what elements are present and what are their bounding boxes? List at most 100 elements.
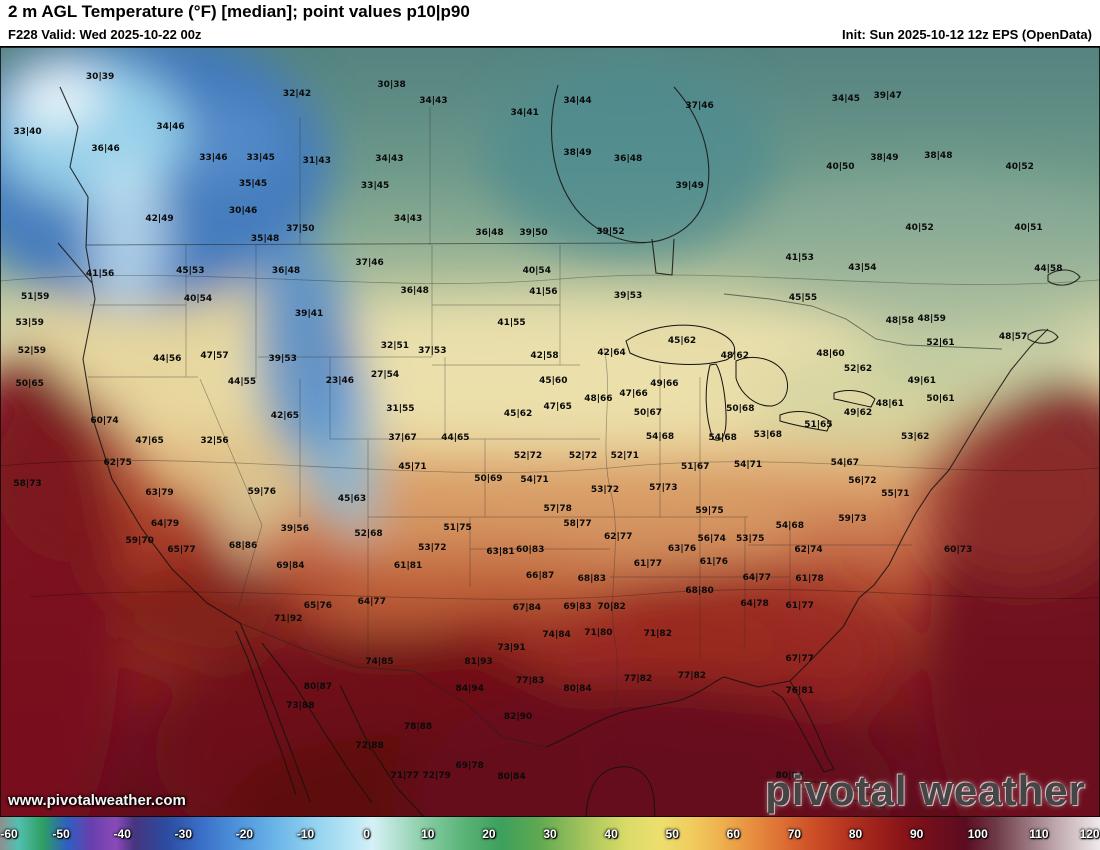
colorbar-tick-labels: -60 -50 -40 -30 -20 -10 0 10 20 30 40 50 60 70 80 90 100… <box>0 817 1100 850</box>
logo-text: pivotal weather <box>765 767 1086 814</box>
point-value: 70|82 <box>597 601 626 612</box>
point-value: 48|66 <box>584 393 613 404</box>
point-value: 27|54 <box>370 370 400 381</box>
point-value: 31|55 <box>386 403 415 414</box>
point-value: 35|48 <box>250 233 280 244</box>
point-value: 45|62 <box>667 336 697 347</box>
point-value: 37|46 <box>685 101 714 112</box>
colorbar-tick-label: -10 <box>296 826 315 841</box>
contour-lines <box>0 274 1100 600</box>
colorbar-tick-label: 10 <box>421 826 435 841</box>
point-value: 77|82 <box>623 674 653 685</box>
point-value: 42|65 <box>270 410 300 421</box>
point-value: 68|80 <box>685 585 714 596</box>
point-value: 52|59 <box>17 346 47 357</box>
great-lakes <box>625 324 876 441</box>
point-value: 31|43 <box>302 155 331 166</box>
point-value: 51|65 <box>804 420 833 431</box>
point-value: 67|84 <box>512 603 542 614</box>
point-value: 80|84 <box>563 684 592 695</box>
point-value: 72|88 <box>355 741 384 752</box>
colorbar-tick-label: 90 <box>909 826 924 841</box>
point-value: 61|77 <box>785 601 814 612</box>
point-value: 52|71 <box>610 450 639 461</box>
point-value: 34|43 <box>375 153 404 164</box>
point-value: 67|77 <box>785 654 814 665</box>
colorbar-gradient <box>0 817 1100 850</box>
point-value: 80|84 <box>497 771 526 782</box>
point-value: 49|62 <box>843 407 873 418</box>
point-value: 45|62 <box>503 409 533 420</box>
point-value: 39|52 <box>596 226 625 237</box>
point-value: 50|68 <box>726 403 755 414</box>
point-value: 40|50 <box>826 162 855 173</box>
point-value: 33|45 <box>246 152 275 163</box>
point-value: 52|72 <box>513 450 543 461</box>
point-value: 64|77 <box>357 597 386 608</box>
point-value: 56|74 <box>697 534 726 545</box>
point-value: 36|48 <box>613 153 643 164</box>
colorbar-tick-label: 50 <box>665 826 679 841</box>
point-value: 44|58 <box>1034 263 1063 274</box>
point-value: 77|82 <box>677 671 707 682</box>
point-value: 58|77 <box>563 518 592 529</box>
point-value: 61|77 <box>633 558 663 569</box>
point-labels: 30|39 32|42 30|38 34|43 34|41 34|44 37|46 34|45… <box>0 47 1100 817</box>
point-value: 71|82 <box>643 628 672 639</box>
colorbar-tick-label: 60 <box>726 826 741 841</box>
point-value: 74|84 <box>542 630 571 641</box>
point-value: 72|79 <box>422 771 451 782</box>
point-value: 41|56 <box>529 286 558 297</box>
point-value: 49|66 <box>650 379 679 390</box>
point-value: 65|77 <box>167 544 196 555</box>
point-value: 61|81 <box>393 560 423 571</box>
point-value: 33|45 <box>360 181 390 192</box>
point-value: 50|67 <box>633 407 663 418</box>
point-value: 35|45 <box>238 179 268 190</box>
point-value: 50|65 <box>15 379 44 390</box>
point-value: 37|67 <box>388 433 417 444</box>
point-value: 69|83 <box>563 601 592 612</box>
point-value: 33|40 <box>13 126 42 137</box>
point-value: 51|59 <box>21 292 50 303</box>
point-value: 45|63 <box>337 493 367 504</box>
point-value: 42|58 <box>530 350 559 361</box>
point-value: 59|70 <box>125 536 154 547</box>
colorbar-tick-label: 110 <box>1029 826 1049 841</box>
point-value: 52|62 <box>843 363 873 374</box>
point-value: 48|58 <box>885 316 914 327</box>
point-value: 53|72 <box>590 484 620 495</box>
point-value: 47|57 <box>200 350 229 361</box>
point-value: 66|87 <box>525 570 555 581</box>
point-value: 54|68 <box>645 431 675 442</box>
point-value: 48|62 <box>720 350 749 361</box>
point-value: 39|56 <box>280 524 309 535</box>
point-value: 33|46 <box>199 152 228 163</box>
point-value: 41|55 <box>497 317 526 328</box>
point-value: 53|72 <box>418 543 447 554</box>
point-value: 53|75 <box>736 534 765 545</box>
point-value: 54|71 <box>733 460 763 471</box>
temperature-field-blobs <box>0 47 1100 817</box>
point-value: 32|42 <box>282 88 312 99</box>
point-value: 45|55 <box>788 293 818 304</box>
point-value: 39|50 <box>519 228 548 239</box>
point-value: 34|43 <box>419 95 448 106</box>
point-value: 63|79 <box>145 487 174 498</box>
point-value: 45|60 <box>539 376 568 387</box>
point-value: 39|49 <box>675 181 704 192</box>
point-value: 77|83 <box>516 675 545 686</box>
point-value: 52|61 <box>926 337 955 348</box>
point-value: 54|67 <box>830 457 859 468</box>
colorbar-tick-label: 0 <box>363 826 370 841</box>
point-value: 69|78 <box>455 761 484 772</box>
point-value: 34|41 <box>510 108 539 119</box>
point-value: 61|78 <box>795 574 824 585</box>
point-value: 73|91 <box>497 643 526 654</box>
point-value: 37|50 <box>286 223 315 234</box>
international-borders <box>85 242 1003 748</box>
point-value: 47|65 <box>135 436 164 447</box>
point-value: 47|65 <box>543 402 572 413</box>
point-value: 39|53 <box>613 290 643 301</box>
point-value: 62|77 <box>604 531 633 542</box>
